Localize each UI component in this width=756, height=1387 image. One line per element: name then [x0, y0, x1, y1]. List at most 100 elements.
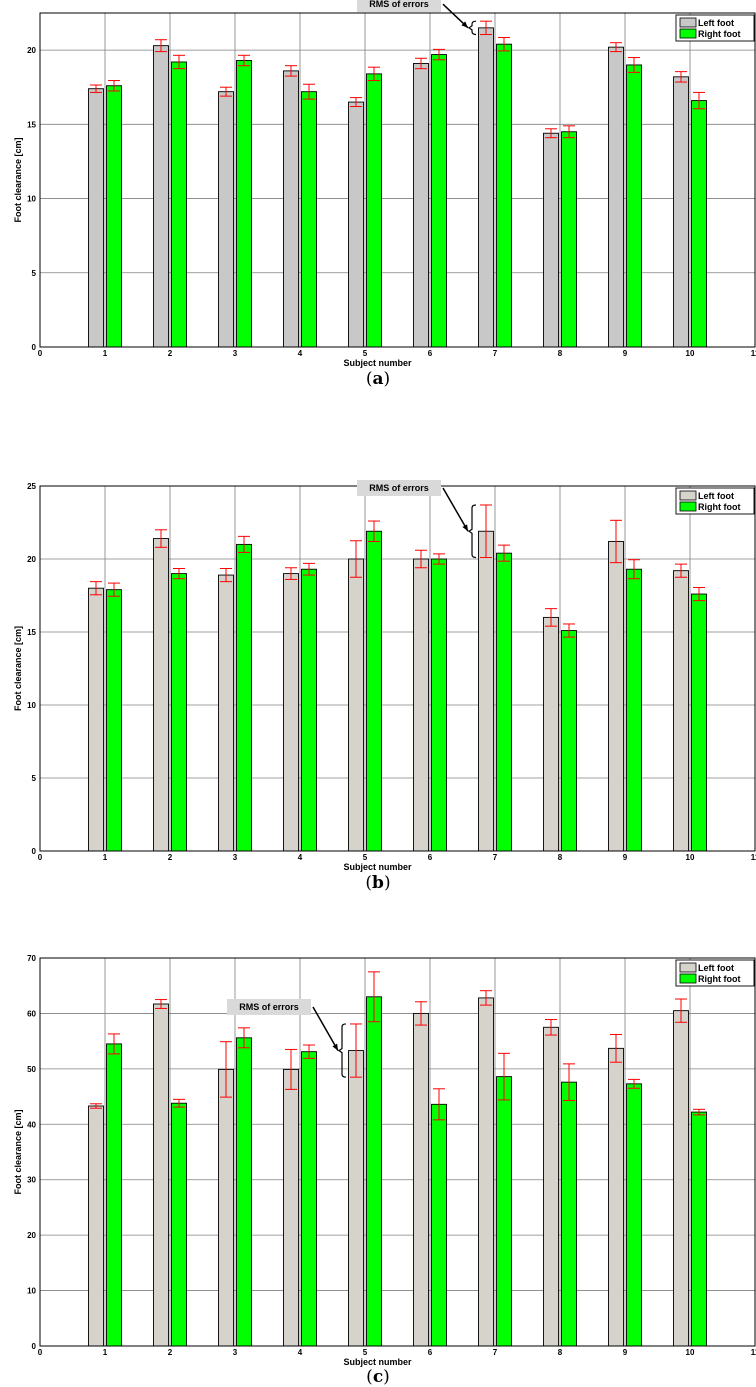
plot-area — [39, 485, 756, 852]
annotation-arrow — [442, 487, 469, 532]
x-tick-label: 7 — [493, 853, 498, 862]
legend-swatch — [679, 28, 697, 39]
y-tick-label: 50 — [27, 1065, 36, 1074]
left-foot-bar — [413, 63, 429, 348]
left-foot-bar — [218, 574, 234, 852]
left-foot-bar — [543, 132, 559, 348]
legend-swatch — [679, 962, 697, 973]
legend-swatch — [679, 17, 697, 28]
x-tick-label: 0 — [38, 349, 43, 358]
right-foot-bar — [561, 630, 577, 852]
y-tick-label: 10 — [27, 701, 36, 710]
right-foot-bar — [106, 589, 122, 852]
x-axis-label: Subject number — [343, 862, 412, 872]
right-foot-bar — [691, 593, 707, 852]
left-foot-bar — [153, 45, 169, 348]
annotation-brace — [337, 1023, 347, 1078]
y-tick-label: 25 — [27, 482, 36, 491]
annotation-brace — [467, 20, 477, 36]
x-tick-label: 2 — [168, 853, 173, 862]
right-foot-bar — [691, 100, 707, 348]
legend-swatch — [679, 501, 697, 512]
annotation-box — [357, 479, 441, 496]
y-tick-label: 20 — [27, 1231, 36, 1240]
x-tick-label: 11 — [751, 853, 756, 862]
left-foot-bar — [283, 70, 299, 348]
y-tick-label: 5 — [32, 774, 37, 783]
legend-label: Left foot — [698, 18, 734, 28]
right-foot-bar — [626, 1083, 642, 1347]
right-foot-bar — [496, 43, 512, 348]
y-tick-label: 20 — [27, 46, 36, 55]
left-foot-bar — [218, 91, 234, 348]
x-tick-label: 2 — [168, 1348, 173, 1357]
x-tick-label: 0 — [38, 1348, 43, 1357]
right-foot-bar — [431, 1103, 447, 1347]
right-foot-bar — [431, 558, 447, 852]
left-foot-bar — [283, 573, 299, 852]
y-axis-label: Foot clearance [cm] — [13, 137, 23, 222]
right-foot-bar — [366, 73, 382, 348]
x-tick-label: 10 — [686, 853, 695, 862]
x-tick-label: 10 — [686, 1348, 695, 1357]
x-tick-label: 11 — [751, 1348, 756, 1357]
left-foot-bar — [608, 46, 624, 348]
right-foot-bar — [301, 1051, 317, 1347]
legend-label: Left foot — [698, 963, 734, 973]
x-tick-label: 2 — [168, 349, 173, 358]
left-foot-bar — [673, 76, 689, 348]
x-tick-label: 3 — [233, 1348, 238, 1357]
left-foot-bar — [543, 616, 559, 852]
x-tick-label: 4 — [298, 1348, 303, 1357]
y-tick-label: 40 — [27, 1120, 36, 1129]
x-tick-label: 7 — [493, 1348, 498, 1357]
x-tick-label: 5 — [363, 1348, 368, 1357]
x-tick-label: 4 — [298, 853, 303, 862]
chart-panel-2: 0 1 2 3 4 5 6 7 8 9 10 11 0 5 10 15 20 25 Subject number Fo… — [13, 479, 756, 893]
x-tick-label: 8 — [558, 853, 563, 862]
y-tick-label: 60 — [27, 1009, 36, 1018]
right-foot-bar — [236, 1037, 252, 1347]
plot-area — [39, 12, 756, 348]
legend-swatch — [679, 490, 697, 501]
legend-label: Left foot — [698, 491, 734, 501]
y-axis-label: Foot clearance [cm] — [13, 1109, 23, 1194]
left-foot-bar — [608, 1047, 624, 1347]
annotation-label: RMS of errors — [239, 1002, 299, 1012]
x-axis-label: Subject number — [343, 358, 412, 368]
plot-frame — [39, 957, 756, 1347]
x-tick-label: 5 — [363, 853, 368, 862]
right-foot-bar — [626, 64, 642, 348]
y-tick-label: 10 — [27, 195, 36, 204]
left-foot-bar — [348, 558, 364, 852]
right-foot-bar — [496, 1076, 512, 1347]
right-foot-bar — [561, 1081, 577, 1347]
left-foot-bar — [413, 1012, 429, 1347]
right-foot-bar — [496, 552, 512, 852]
right-foot-bar — [301, 568, 317, 852]
right-foot-bar — [106, 1043, 122, 1347]
right-foot-bar — [106, 85, 122, 348]
x-tick-label: 7 — [493, 349, 498, 358]
chart-panel-1: 0 1 2 3 4 5 6 7 8 9 10 11 0 5 10 15 20 Subject number Foot… — [13, 0, 756, 389]
x-tick-label: 1 — [103, 853, 108, 862]
y-tick-label: 15 — [27, 120, 36, 129]
x-axis-label: Subject number — [343, 1357, 412, 1367]
annotation-arrowhead — [461, 21, 468, 28]
x-tick-label: 6 — [428, 349, 433, 358]
right-foot-bar — [236, 60, 252, 348]
annotation-arrowhead — [462, 524, 468, 532]
left-foot-bar — [348, 1050, 364, 1347]
y-tick-label: 70 — [27, 954, 36, 963]
left-foot-bar — [88, 1105, 104, 1347]
annotation-arrowhead — [332, 1043, 338, 1051]
chart-panel-3: 0 1 2 3 4 5 6 7 8 9 10 11 0 10 20 30 40 50 60 70 Subject num… — [13, 954, 756, 1387]
annotation-box — [227, 998, 311, 1015]
x-tick-label: 4 — [298, 349, 303, 358]
right-foot-bar — [301, 91, 317, 348]
right-foot-bar — [171, 61, 187, 348]
x-tick-label: 10 — [686, 349, 695, 358]
y-tick-label: 20 — [27, 555, 36, 564]
right-foot-bar — [431, 54, 447, 348]
right-foot-bar — [171, 1102, 187, 1347]
